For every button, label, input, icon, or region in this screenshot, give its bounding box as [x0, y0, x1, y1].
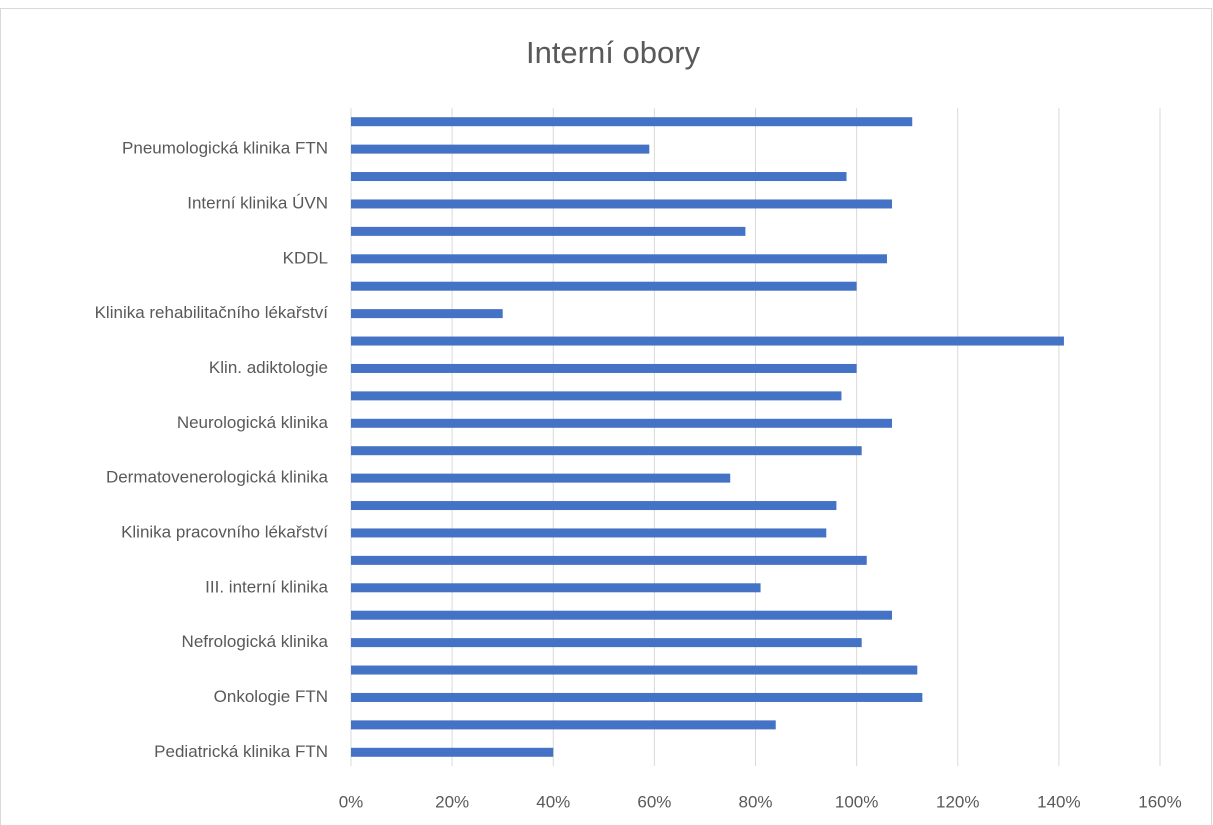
- bar: [351, 747, 554, 757]
- y-tick-label: Klin. adiktologie: [209, 358, 328, 377]
- y-tick-label: Interní klinika ÚVN: [187, 193, 328, 212]
- x-tick-label: 40%: [536, 792, 570, 811]
- bar: [351, 336, 1064, 346]
- bar: [351, 309, 503, 319]
- bar: [351, 610, 893, 620]
- y-tick-label: Pediatrická klinika FTN: [154, 742, 328, 761]
- x-tick-label: 100%: [835, 792, 878, 811]
- bar: [351, 583, 761, 593]
- bar: [351, 281, 857, 291]
- bar: [351, 473, 731, 483]
- chart-title: Interní obory: [526, 35, 701, 70]
- bar: [351, 199, 893, 209]
- y-tick-label: Nefrologická klinika: [182, 632, 329, 651]
- bar: [351, 638, 862, 648]
- x-tick-label: 60%: [637, 792, 671, 811]
- y-tick-label: Klinika pracovního lékařství: [121, 522, 328, 541]
- y-tick-label: KDDL: [283, 248, 328, 267]
- bar: [351, 363, 857, 373]
- bar: [351, 692, 923, 702]
- bar: [351, 501, 837, 511]
- bar: [351, 254, 887, 264]
- y-tick-label: Klinika rehabilitačního lékařství: [95, 303, 329, 322]
- bar: [351, 555, 867, 565]
- bar: [351, 172, 847, 182]
- x-tick-label: 120%: [936, 792, 979, 811]
- chart-border: [0, 8, 1212, 825]
- x-tick-label: 0%: [339, 792, 364, 811]
- y-tick-label: Dermatovenerologická klinika: [106, 468, 329, 487]
- bar: [351, 446, 862, 456]
- bar: [351, 665, 918, 675]
- x-tick-label: 160%: [1138, 792, 1181, 811]
- bar: [351, 226, 746, 236]
- y-tick-label: Pneumologická klinika FTN: [122, 139, 328, 158]
- x-tick-label: 140%: [1037, 792, 1080, 811]
- x-tick-label: 20%: [435, 792, 469, 811]
- bar: [351, 117, 913, 127]
- bar: [351, 720, 776, 730]
- bar: [351, 144, 650, 154]
- y-tick-label: Onkologie FTN: [214, 687, 328, 706]
- y-tick-label: III. interní klinika: [205, 577, 328, 596]
- bar: [351, 418, 893, 428]
- bar: [351, 391, 842, 401]
- y-tick-label: Neurologická klinika: [177, 413, 329, 432]
- bar: [351, 528, 827, 538]
- x-tick-label: 80%: [738, 792, 772, 811]
